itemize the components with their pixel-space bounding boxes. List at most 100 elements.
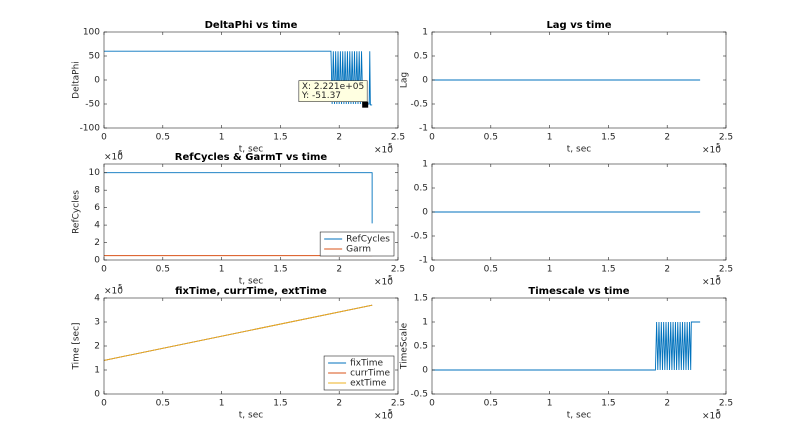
y-exponent: 5 <box>118 283 122 291</box>
x-tick-label: 1 <box>547 399 553 409</box>
x-exponent-base: ×10 <box>374 412 393 422</box>
y-tick-label: 10 <box>89 168 101 178</box>
y-tick-label: 2 <box>94 238 100 248</box>
data-line <box>104 50 373 106</box>
x-tick-label: 1 <box>547 133 553 143</box>
y-tick-label: 2 <box>94 342 100 352</box>
x-tick-label: 2.5 <box>719 265 733 275</box>
y-tick-label: 0 <box>94 390 100 400</box>
x-tick-label: 1 <box>219 133 225 143</box>
data-line <box>103 304 373 361</box>
x-tick-label: 0.5 <box>156 399 170 409</box>
x-tick-label: 2.5 <box>391 265 405 275</box>
legend-label: currTime <box>350 369 390 379</box>
x-axis-label: t, sec <box>239 411 263 421</box>
legend-box <box>319 231 395 257</box>
x-tick-label: 0 <box>429 133 435 143</box>
y-tick-label: 0.5 <box>414 342 428 352</box>
y-exponent-base: ×10 <box>104 287 123 297</box>
y-tick-label: 3 <box>94 318 100 328</box>
x-axis-label: t, sec <box>567 145 591 155</box>
y-axis-label: DeltaPhi <box>72 61 82 99</box>
y-axis-label: TimeScale <box>400 322 410 370</box>
legend-label: Garm <box>346 245 371 255</box>
x-exponent-base: ×10 <box>702 146 721 156</box>
x-tick-label: 0 <box>429 399 435 409</box>
x-tick-label: 0.5 <box>156 265 170 275</box>
y-tick-label: 50 <box>89 52 101 62</box>
x-tick-label: 2 <box>336 265 342 275</box>
data-line <box>104 172 373 224</box>
x-tick-label: 2 <box>336 399 342 409</box>
y-tick-label: -100 <box>80 124 101 134</box>
y-tick-label: 1 <box>422 28 428 38</box>
legend-label: RefCycles <box>346 235 390 245</box>
x-tick-label: 1 <box>547 265 553 275</box>
y-tick-label: 4 <box>94 294 100 304</box>
x-tick-label: 2 <box>664 133 670 143</box>
x-tick-label: 2.5 <box>391 399 405 409</box>
y-tick-label: -1 <box>419 256 428 266</box>
x-tick-label: 0.5 <box>156 133 170 143</box>
data-line <box>432 321 701 371</box>
x-tick-label: 0.5 <box>484 265 498 275</box>
x-exponent-base: ×10 <box>374 146 393 156</box>
x-exponent-base: ×10 <box>702 278 721 288</box>
x-tick-label: 2.5 <box>391 133 405 143</box>
x-exponent: 5 <box>716 142 720 150</box>
x-tick-label: 1 <box>219 265 225 275</box>
legend-label: extTime <box>350 379 387 389</box>
x-tick-label: 2.5 <box>719 399 733 409</box>
y-tick-label: 0.5 <box>414 52 428 62</box>
x-tick-label: 0.5 <box>484 399 498 409</box>
y-tick-label: -0.5 <box>410 390 428 400</box>
x-exponent-base: ×10 <box>374 278 393 288</box>
y-tick-label: 8 <box>94 186 100 196</box>
axes-box <box>103 163 399 261</box>
x-exponent: 5 <box>716 274 720 282</box>
x-axis-label: t, sec <box>239 145 263 155</box>
y-tick-label: -1 <box>419 124 428 134</box>
y-exponent-base: ×10 <box>104 153 123 163</box>
x-tick-label: 1.5 <box>273 265 287 275</box>
x-axis-label: t, sec <box>239 277 263 287</box>
y-tick-label: 100 <box>83 28 100 38</box>
x-exponent-base: ×10 <box>702 412 721 422</box>
x-tick-label: 0 <box>101 265 107 275</box>
x-tick-label: 1.5 <box>601 133 615 143</box>
y-tick-label: 6 <box>94 203 100 213</box>
x-exponent: 5 <box>388 408 392 416</box>
x-tick-label: 0.5 <box>484 133 498 143</box>
y-tick-label: -0.5 <box>410 232 428 242</box>
x-tick-label: 0 <box>101 133 107 143</box>
data-tip-marker <box>362 101 369 108</box>
x-exponent: 5 <box>388 142 392 150</box>
x-tick-label: 2 <box>336 133 342 143</box>
y-tick-label: -0.5 <box>410 100 428 110</box>
y-tick-label: -50 <box>85 100 100 110</box>
x-tick-label: 1.5 <box>273 399 287 409</box>
axes-title: RefCycles & GarmT vs time <box>175 152 328 163</box>
legend-label: fixTime <box>350 359 383 369</box>
y-tick-label: 0 <box>94 256 100 266</box>
axes: 0 0.5 1 1.5 2 2.5 -1 -0.5 0 0.5 1 Lag vs time t, sec… <box>400 20 734 156</box>
y-axis-label: RefCycles <box>72 190 82 234</box>
axes-title: Lag vs time <box>546 20 611 31</box>
x-exponent: 5 <box>716 408 720 416</box>
data-tip: X: 2.221e+05Y: -51.37 <box>298 80 369 108</box>
y-tick-label: 1 <box>94 366 100 376</box>
axes-title: fixTime, currTime, extTime <box>175 286 327 297</box>
axes: 0 0.5 1 1.5 2 2.5 -1 -0.5 0 0.5 1 ×105 <box>410 160 733 288</box>
x-tick-label: 2.5 <box>719 133 733 143</box>
data-tip-y: Y: -51.37 <box>301 91 341 101</box>
x-tick-label: 1.5 <box>601 265 615 275</box>
y-tick-label: 0 <box>422 76 428 86</box>
axes: 0 0.5 1 1.5 2 2.5 0 2 4 6 8 10 RefCycles & GarmT vs … <box>72 149 406 288</box>
axes-title: Timescale vs time <box>528 286 629 297</box>
axes: 0 0.5 1 1.5 2 2.5 0 1 2 3 4 fixTime, currTime, extT… <box>72 283 406 422</box>
y-tick-label: 0 <box>422 366 428 376</box>
y-axis-label: Lag <box>400 72 410 88</box>
y-axis-label: Time [sec] <box>72 322 82 370</box>
